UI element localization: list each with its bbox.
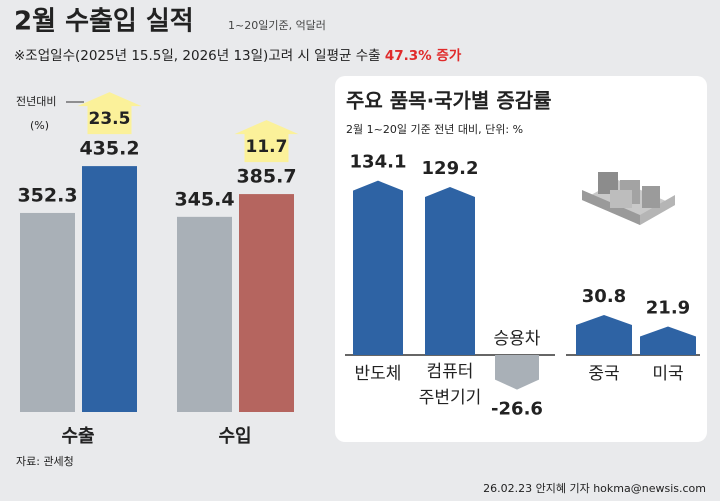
- category-label: 수입: [218, 425, 251, 447]
- category-label: 승용차: [494, 329, 541, 349]
- bar: [576, 314, 632, 355]
- change-label: 23.5: [89, 109, 131, 129]
- category-label: 반도체: [355, 364, 402, 384]
- change-caption: 전년대비: [16, 95, 56, 108]
- change-label: 11.7: [246, 137, 288, 157]
- change-arrow: [234, 120, 299, 163]
- bar: [177, 216, 232, 412]
- panel-title: 주요 품목·국가별 증감률: [346, 89, 552, 113]
- category-label: 수출: [61, 426, 94, 447]
- value-label: 345.4: [174, 188, 234, 210]
- bar: [82, 166, 137, 412]
- value-label: 435.2: [79, 138, 139, 160]
- subtitle: 1~20일기준, 억달러: [228, 18, 326, 32]
- value-label: 21.9: [646, 298, 690, 319]
- value-label: 129.2: [422, 158, 479, 179]
- title: 2월 수출입 실적: [14, 7, 194, 37]
- bar: [20, 212, 75, 412]
- value-label: 30.8: [582, 286, 626, 307]
- bar: [495, 355, 539, 390]
- category-label: 중국: [588, 364, 619, 384]
- category-label: 미국: [652, 364, 683, 384]
- note-highlight: 47.3% 증가: [385, 48, 462, 64]
- bar: [239, 194, 294, 412]
- bar: [353, 180, 403, 355]
- category-label: 주변기기: [419, 388, 482, 408]
- bar: [640, 326, 696, 355]
- box-icon: [582, 172, 675, 225]
- value-label: 134.1: [350, 152, 407, 173]
- note: ※조업일수(2025년 15.5일, 2026년 13일)고려 시 일평균 수출…: [14, 48, 462, 64]
- footer: 26.02.23 안지혜 기자 hokma@newsis.com: [483, 482, 706, 495]
- value-label: 352.3: [17, 184, 77, 206]
- panel-subtitle: 2월 1~20일 기준 전년 대비, 단위: %: [346, 122, 523, 136]
- bar: [425, 187, 475, 355]
- note-text: ※조업일수(2025년 15.5일, 2026년 13일)고려 시 일평균 수출: [14, 48, 381, 64]
- source: 자료: 관세청: [16, 455, 74, 468]
- change-arrow: [77, 92, 142, 135]
- change-caption: (%): [30, 119, 49, 132]
- value-label: -26.6: [491, 399, 543, 420]
- category-label: 컴퓨터: [427, 362, 474, 382]
- value-label: 385.7: [236, 166, 296, 188]
